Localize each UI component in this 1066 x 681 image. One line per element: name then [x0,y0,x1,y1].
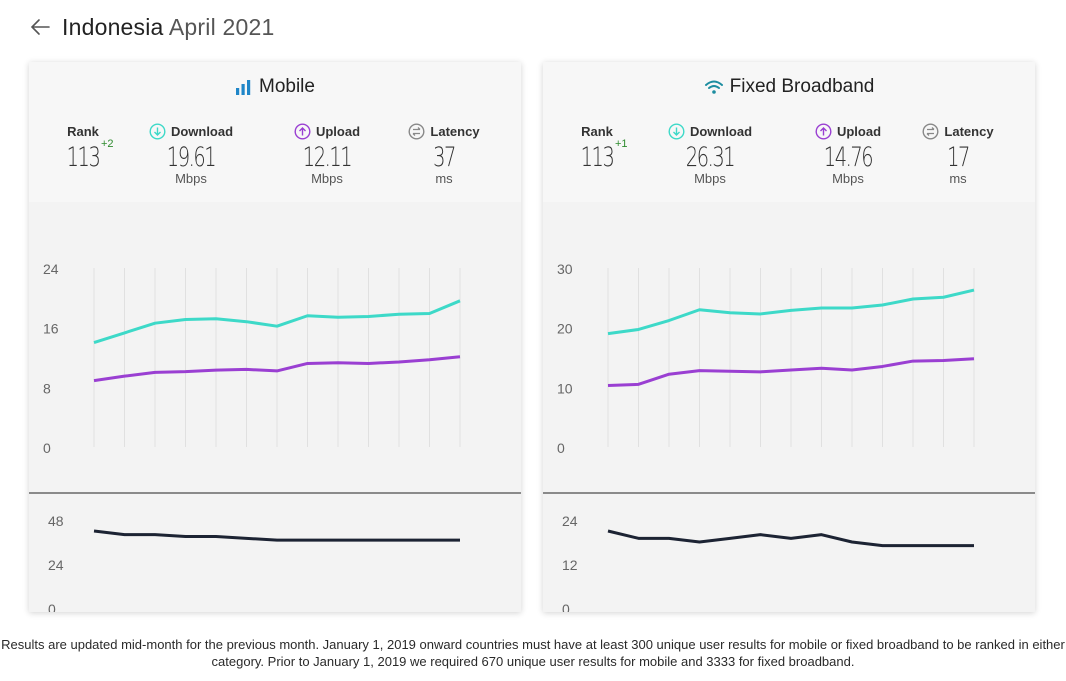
mobile-card: Mobile Rank 113 +2 Download 19.61 Mbps [29,62,521,612]
fixed-rank: Rank 113 +1 [565,122,629,176]
mobile-latency: Latency 37 ms [399,122,489,186]
mobile-y-tick-label: 8 [43,380,51,396]
mobile-latency-y-tick-label: 0 [48,601,56,612]
upload-arrow-icon [815,122,832,140]
upload-label: Upload [279,122,375,140]
fixed-y-tick-label: 30 [557,261,573,277]
latency-label-text: Latency [944,123,994,139]
fixed-upload-line [607,357,975,388]
fixed-latency-y-tick-label: 12 [562,557,578,573]
fixed-download: Download 26.31 Mbps [655,122,765,186]
rank-label: Rank [67,123,99,139]
mobile-latency-y-tick-label: 48 [48,513,64,529]
fixed-broadband-charts: 30201002412004 / 202004 / 2021 [543,261,1035,612]
fixed-y-tick-label: 10 [557,380,573,396]
latency-value: 17 [947,142,970,173]
upload-label-text: Upload [836,123,882,139]
fixed-latency-y-tick-label: 24 [562,513,578,529]
latency-value: 37 [433,142,456,173]
download-arrow-icon [668,122,685,140]
upload-value: 14.76 [823,142,874,173]
fixed-broadband-card: Fixed Broadband Rank 113 +1 Download 26.… [543,62,1035,612]
signal-bars-icon [236,80,251,95]
fixed-latency-line [607,529,974,548]
latency-icon [922,122,939,140]
download-value: 26.31 [685,142,736,173]
latency-unit: ms [435,171,453,186]
mobile-card-title: Mobile [29,76,521,98]
download-label-text: Download [689,123,753,139]
fixed-latency: Latency 17 ms [913,122,1003,186]
fixed-download-line [607,288,975,336]
download-arrow-icon [149,122,166,140]
mobile-download: Download 19.61 Mbps [141,122,241,186]
mobile-y-tick-label: 24 [43,261,59,277]
download-label: Download [655,122,765,140]
mobile-summary: Mobile Rank 113 +2 Download 19.61 Mbps [29,62,521,202]
rank-change: +2 [101,138,114,150]
rank-change: +1 [615,138,628,150]
upload-value: 12.11 [302,142,353,173]
mobile-latency-y-tick-label: 24 [48,557,64,573]
fixed-summary: Fixed Broadband Rank 113 +1 Download 26.… [543,62,1035,202]
download-label-text: Download [170,123,234,139]
fixed-card-title: Fixed Broadband [543,76,1035,98]
mobile-y-tick-label: 16 [43,321,59,337]
download-unit: Mbps [175,171,207,186]
mobile-upload: Upload 12.11 Mbps [279,122,375,186]
rank-value: 113 [580,142,615,173]
page-title: Indonesia April 2021 [62,14,274,41]
page-header: Indonesia April 2021 [28,12,274,42]
back-arrow-icon[interactable] [28,15,52,39]
mobile-charts: 2416804824004 / 202004 / 2021 [29,261,521,612]
upload-unit: Mbps [832,171,864,186]
footnote: Results are updated mid-month for the pr… [1,637,1065,669]
latency-icon [408,122,425,140]
download-label: Download [141,122,241,140]
latency-label: Latency [913,122,1003,140]
upload-unit: Mbps [311,171,343,186]
latency-unit: ms [949,171,967,186]
mobile-latency-line [93,529,460,542]
upload-label: Upload [795,122,901,140]
mobile-upload-line [93,355,461,383]
mobile-y-tick-label: 0 [43,440,51,456]
report-period: April 2021 [168,13,275,40]
mobile-download-line [93,299,461,345]
location-name: Indonesia [62,13,164,40]
fixed-title-text: Fixed Broadband [729,76,875,97]
rank-value: 113 [66,142,101,173]
mobile-rank: Rank 113 +2 [51,122,115,176]
upload-arrow-icon [294,122,311,140]
fixed-y-tick-label: 0 [557,440,565,456]
rank-label: Rank [581,123,613,139]
latency-label-text: Latency [430,123,480,139]
fixed-upload: Upload 14.76 Mbps [795,122,901,186]
wifi-icon [704,80,723,94]
upload-label-text: Upload [315,123,361,139]
fixed-latency-y-tick-label: 0 [562,601,570,612]
download-value: 19.61 [166,142,217,173]
fixed-y-tick-label: 20 [557,321,573,337]
latency-label: Latency [399,122,489,140]
mobile-title-text: Mobile [259,76,315,97]
download-unit: Mbps [694,171,726,186]
